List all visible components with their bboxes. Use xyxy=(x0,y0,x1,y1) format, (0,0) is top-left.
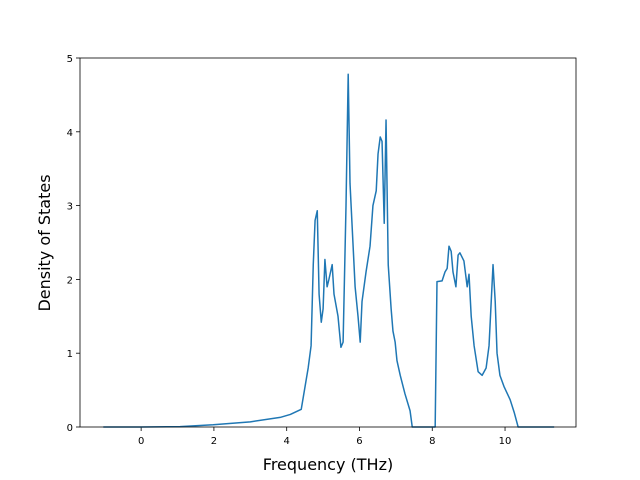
x-tick-label: 10 xyxy=(499,436,512,447)
y-tick-label: 3 xyxy=(67,202,73,213)
data-line xyxy=(103,73,555,428)
x-tick-label: 4 xyxy=(284,436,290,447)
plot-frame xyxy=(79,57,577,428)
y-axis-label: Density of States xyxy=(35,174,54,311)
x-tick-label: 8 xyxy=(429,436,435,447)
y-tick-label: 1 xyxy=(67,349,73,360)
y-tick-label: 2 xyxy=(67,275,73,286)
x-axis-label: Frequency (THz) xyxy=(263,455,393,474)
y-tick-label: 4 xyxy=(67,128,73,139)
x-tick-label: 0 xyxy=(138,436,144,447)
x-tick-label: 2 xyxy=(211,436,217,447)
y-tick-label: 5 xyxy=(67,54,73,65)
y-tick-label: 0 xyxy=(67,423,73,434)
x-tick-label: 6 xyxy=(356,436,362,447)
